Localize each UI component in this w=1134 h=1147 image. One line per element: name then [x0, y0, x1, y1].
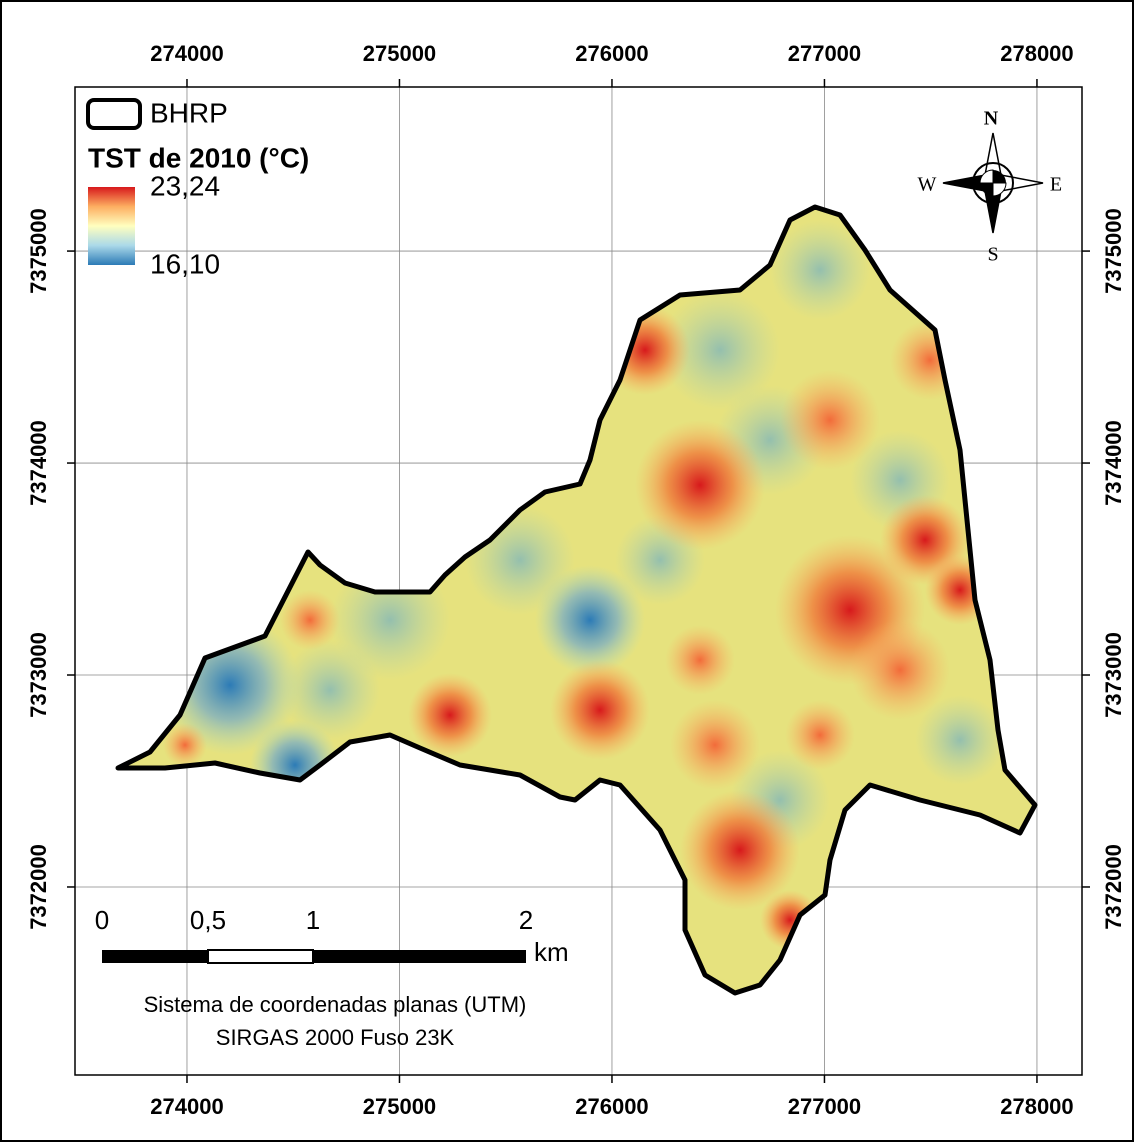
y-tick-label: 7374000: [26, 420, 51, 506]
colorbar: [88, 187, 135, 265]
y-tick-label: 7372000: [26, 844, 51, 930]
y-tick-label: 7375000: [26, 208, 51, 294]
x-tick-label: 278000: [1000, 1094, 1073, 1119]
colorbar-min-label: 16,10: [150, 248, 220, 279]
compass-n: N: [984, 108, 999, 130]
x-tick-label: 274000: [150, 1094, 223, 1119]
y-tick-label: 7373000: [26, 632, 51, 718]
x-tick-label: 276000: [575, 1094, 648, 1119]
scale-label: 2: [519, 905, 533, 935]
scale-label: 0,5: [190, 905, 226, 935]
x-tick-label: 278000: [1000, 41, 1073, 66]
north-arrow: [942, 132, 1044, 234]
x-tick-label: 276000: [575, 41, 648, 66]
scale-unit: km: [534, 937, 569, 967]
compass-w: W: [918, 174, 937, 196]
scale-label: 0: [95, 905, 109, 935]
legend-title: TST de 2010 (°C): [88, 142, 309, 173]
x-tick-label: 275000: [363, 1094, 436, 1119]
boundary-legend-label: BHRP: [150, 97, 228, 128]
crs-text: Sistema de coordenadas planas (UTM): [144, 992, 527, 1017]
compass-e: E: [1050, 174, 1062, 196]
x-tick-label: 277000: [788, 1094, 861, 1119]
y-tick-label: 7373000: [1101, 632, 1126, 718]
boundary-legend-symbol: [86, 98, 142, 130]
map-frame: [74, 86, 1083, 1076]
colorbar-max-label: 23,24: [150, 170, 220, 201]
x-tick-label: 274000: [150, 41, 223, 66]
compass-s: S: [987, 244, 998, 266]
scale-label: 1: [306, 905, 320, 935]
y-tick-label: 7374000: [1101, 420, 1126, 506]
x-tick-label: 277000: [788, 41, 861, 66]
crs-text: SIRGAS 2000 Fuso 23K: [216, 1025, 455, 1050]
scale-bar: [102, 949, 526, 964]
y-tick-label: 7372000: [1101, 844, 1126, 930]
y-tick-label: 7375000: [1101, 208, 1126, 294]
x-tick-label: 275000: [363, 41, 436, 66]
